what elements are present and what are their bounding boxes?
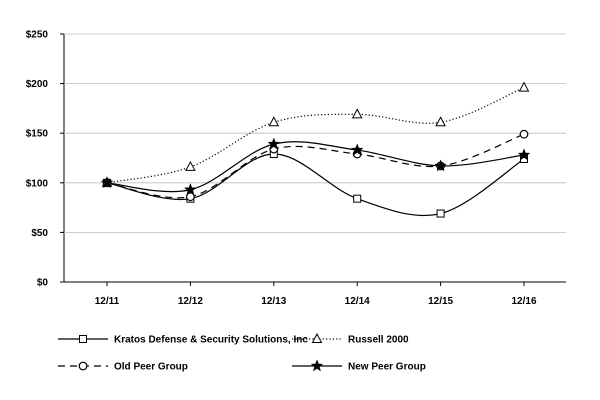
data-point-series-3 <box>517 148 531 161</box>
data-point-series-3 <box>267 137 281 150</box>
data-point-series-1 <box>185 160 196 171</box>
data-point-series-0 <box>353 194 362 203</box>
data-point-series-1 <box>518 81 530 92</box>
legend-label: Kratos Defense & Security Solutions, Inc <box>114 335 308 346</box>
legend-marker-1 <box>311 332 323 343</box>
legend-item: New Peer Group <box>292 359 426 373</box>
data-point-series-1 <box>435 116 446 127</box>
data-point-series-1 <box>351 108 363 119</box>
y-tick-label: $200 <box>26 79 49 90</box>
legend-label: Russell 2000 <box>348 335 409 346</box>
data-point-series-3 <box>350 143 364 156</box>
data-point-series-3 <box>434 159 447 172</box>
y-tick-label: $250 <box>26 30 49 41</box>
data-point-series-0 <box>436 209 445 218</box>
legend-marker-3 <box>310 359 324 372</box>
y-tick-label: $50 <box>31 228 48 239</box>
data-point-series-2 <box>519 129 529 139</box>
series-line-0 <box>106 153 525 217</box>
series-line-3 <box>106 141 525 193</box>
legend-label: Old Peer Group <box>114 362 188 373</box>
data-point-series-3 <box>100 176 114 189</box>
x-tick-label: 12/16 <box>511 296 536 307</box>
data-point-series-3 <box>184 183 197 196</box>
legend-marker-0 <box>79 335 87 343</box>
legend-item: Russell 2000 <box>292 332 409 346</box>
legend-item: Kratos Defense & Security Solutions, Inc <box>58 335 308 346</box>
x-tick-label: 12/13 <box>261 296 286 307</box>
series-line-2 <box>106 133 525 199</box>
x-tick-label: 12/15 <box>428 296 453 307</box>
legend-marker-2 <box>78 361 88 371</box>
x-tick-label: 12/12 <box>178 296 203 307</box>
series-line-1 <box>106 87 525 184</box>
x-tick-label: 12/14 <box>345 296 370 307</box>
x-tick-label: 12/11 <box>95 296 120 307</box>
y-tick-label: $150 <box>26 129 49 140</box>
data-point-series-1 <box>268 116 280 127</box>
y-tick-label: $100 <box>26 178 49 189</box>
legend-item: Old Peer Group <box>58 362 188 373</box>
y-tick-label: $0 <box>37 278 49 289</box>
data-point-series-2 <box>185 192 195 202</box>
legend-label: New Peer Group <box>348 362 426 373</box>
